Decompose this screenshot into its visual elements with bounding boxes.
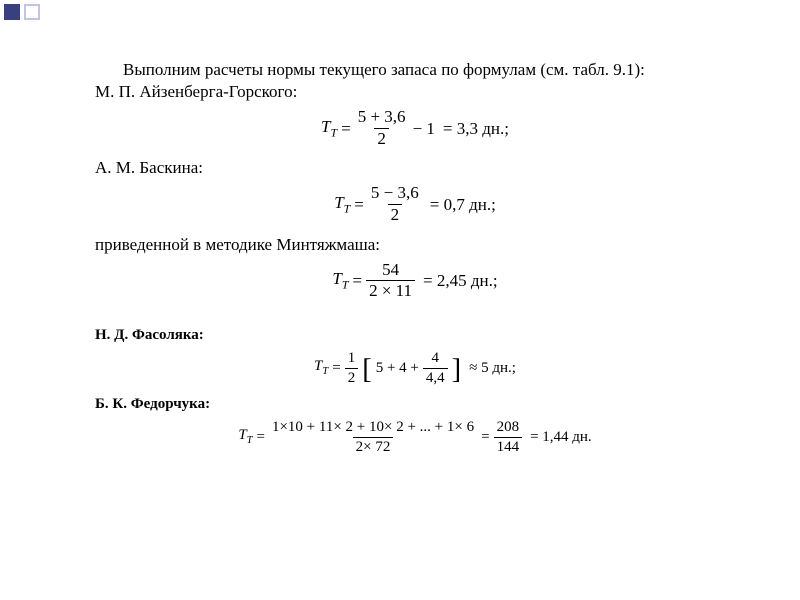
fraction-long: 1×10 + 11× 2 + 10× 2 + ... + 1× 6 2× 72: [269, 419, 477, 455]
author-baskin: А. М. Баскина:: [95, 158, 735, 178]
sub-T: T: [342, 278, 349, 292]
numerator: 208: [494, 419, 523, 437]
right-bracket: ]: [452, 360, 462, 380]
fraction: 5 + 3,6 2: [355, 108, 409, 148]
half-fraction: 1 2: [345, 350, 359, 386]
formula-aizenberg: TT = 5 + 3,6 2 − 1 = 3,3 дн.;: [95, 108, 735, 148]
numerator: 1: [345, 350, 359, 368]
denominator: 2 × 11: [366, 280, 415, 301]
numerator: 5 + 3,6: [355, 108, 409, 128]
result: = 2,45 дн.;: [423, 272, 498, 289]
numerator: 54: [379, 261, 402, 281]
numerator: 1×10 + 11× 2 + 10× 2 + ... + 1× 6: [269, 419, 477, 437]
author-aizenberg: М. П. Айзенберга-Горского:: [95, 82, 735, 102]
result: = 3,3 дн.;: [443, 120, 509, 137]
denominator: 144: [494, 437, 523, 456]
fraction-result: 208 144: [494, 419, 523, 455]
intro-text: Выполним расчеты нормы текущего запаса п…: [95, 60, 735, 80]
document-body: Выполним расчеты нормы текущего запаса п…: [95, 58, 735, 465]
fraction: 54 2 × 11: [366, 261, 415, 301]
denominator: 4,4: [423, 368, 448, 387]
var-T: T: [238, 427, 246, 443]
var-T: T: [334, 193, 343, 212]
equals: =: [332, 361, 340, 376]
denominator: 2: [345, 368, 359, 387]
inside-terms: 5 + 4 +: [376, 361, 419, 376]
var-T: T: [321, 117, 330, 136]
result: = 1,44 дн.: [530, 430, 592, 445]
result: ≈ 5 дн.;: [469, 361, 516, 376]
denominator: 2: [374, 128, 389, 149]
result: = 0,7 дн.;: [430, 196, 496, 213]
formula-fasolyak: TT = 1 2 [ 5 + 4 + 4 4,4 ] ≈ 5 дн.;: [95, 350, 735, 386]
formula-mintyazhmash: TT = 54 2 × 11 = 2,45 дн.;: [95, 261, 735, 301]
corner-decoration: [4, 4, 40, 20]
sub-T: T: [344, 201, 351, 215]
author-fedorchuk: Б. К. Федорчука:: [95, 396, 735, 413]
numerator: 5 − 3,6: [368, 184, 422, 204]
equals: =: [257, 430, 265, 445]
square-outline: [24, 4, 40, 20]
denominator: 2: [388, 204, 403, 225]
sub-T: T: [322, 366, 328, 377]
equals: =: [481, 430, 489, 445]
denominator: 2× 72: [353, 437, 394, 456]
equals: =: [352, 272, 362, 289]
fraction: 5 − 3,6 2: [368, 184, 422, 224]
method-mintyazhmash: приведенной в методике Минтяжмаша:: [95, 235, 735, 255]
left-bracket: [: [362, 360, 372, 380]
sub-T: T: [331, 125, 338, 139]
inner-fraction: 4 4,4: [423, 350, 448, 386]
sub-T: T: [247, 435, 253, 446]
numerator: 4: [429, 350, 443, 368]
author-fasolyak: Н. Д. Фасоляка:: [95, 327, 735, 344]
var-T: T: [332, 269, 341, 288]
equals: =: [354, 196, 364, 213]
formula-baskin: TT = 5 − 3,6 2 = 0,7 дн.;: [95, 184, 735, 224]
square-filled: [4, 4, 20, 20]
formula-fedorchuk: TT = 1×10 + 11× 2 + 10× 2 + ... + 1× 6 2…: [95, 419, 735, 455]
trailing-term: − 1: [413, 120, 435, 137]
equals: =: [341, 120, 351, 137]
